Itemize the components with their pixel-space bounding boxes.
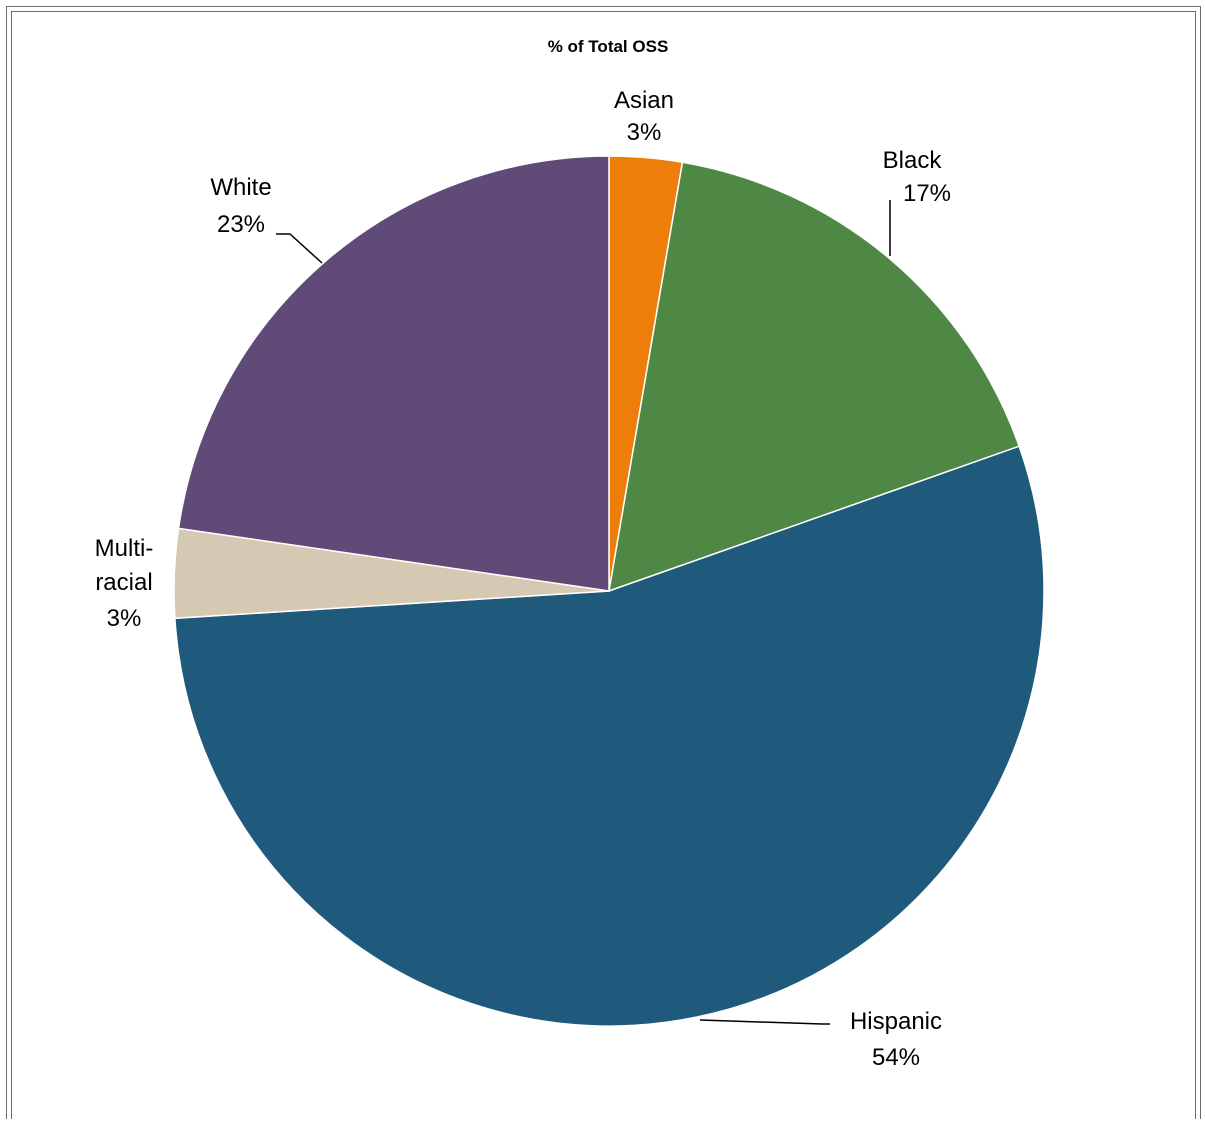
label-hispanic-pct: 54% — [872, 1044, 920, 1071]
pie-slices — [173, 155, 1045, 1027]
leader-line-white — [276, 233, 323, 264]
chart-frame — [11, 11, 1196, 1119]
label-asian-pct: 3% — [627, 119, 662, 146]
label-black-pct: 17% — [903, 180, 951, 207]
label-white-name: White — [210, 174, 271, 201]
pie-slice-black — [608, 161, 1021, 593]
label-multiracial-name-line2: racial — [95, 569, 152, 596]
chart-title: % of Total OSS — [548, 37, 669, 56]
label-multiracial-name-line1: Multi- — [95, 535, 154, 562]
pie-slice-hispanic — [174, 445, 1045, 1027]
label-black-name: Black — [883, 147, 943, 174]
leader-line-hispanic — [699, 1019, 830, 1025]
label-multiracial-pct: 3% — [107, 605, 142, 632]
pie-slice-white — [177, 155, 610, 592]
label-white-pct: 23% — [217, 211, 265, 238]
label-asian-name: Asian — [614, 87, 674, 114]
outer-frame — [6, 6, 1201, 1119]
label-hispanic-name: Hispanic — [850, 1008, 942, 1035]
